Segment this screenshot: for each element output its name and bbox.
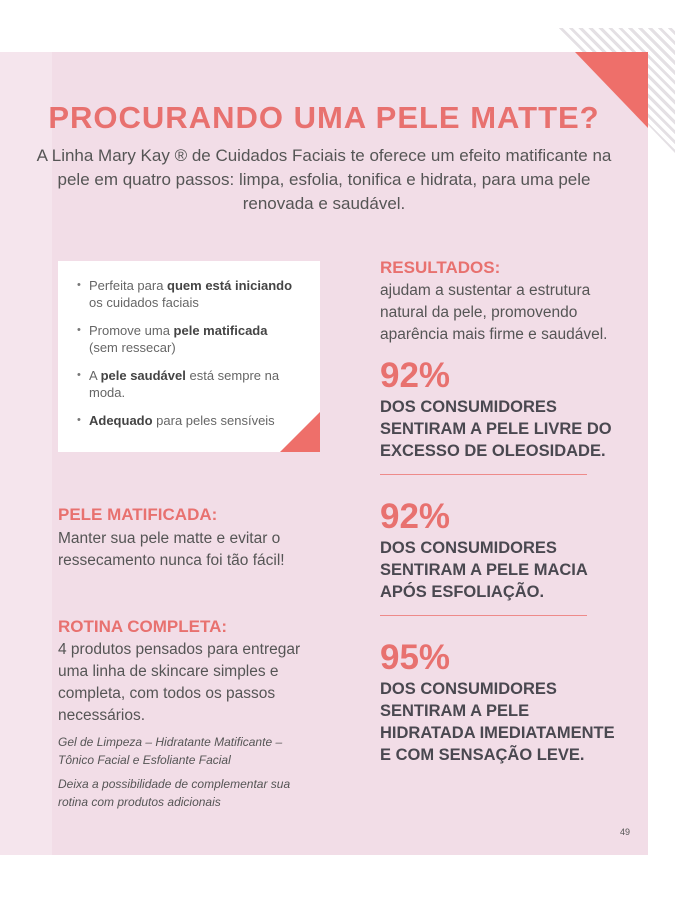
item-text: os cuidados faciais	[89, 295, 199, 310]
stat-text: DOS CONSUMIDORES SENTIRAM A PELE MACIA A…	[380, 539, 588, 601]
item-text: (sem ressecar)	[89, 340, 176, 355]
pele-matificada-section: PELE MATIFICADA: Manter sua pele matte e…	[58, 504, 308, 572]
products-text: Gel de Limpeza – Hidratante Matificante …	[58, 735, 283, 767]
section-text: ajudam a sustentar a estrutura natural d…	[380, 282, 608, 343]
stat-block: 92% DOS CONSUMIDORES SENTIRAM A PELE MAC…	[380, 499, 620, 603]
left-strip-decoration	[0, 52, 52, 855]
stat-percent: 95%	[380, 638, 451, 677]
features-list: Perfeita para quem está iniciando os cui…	[58, 261, 320, 429]
list-item: Adequado para peles sensíveis	[77, 412, 310, 429]
note-text: Deixa a possibilidade de complementar su…	[58, 777, 291, 809]
section-heading: PELE MATIFICADA:	[58, 505, 218, 524]
list-item: Perfeita para quem está iniciando os cui…	[77, 277, 310, 311]
page-title: PROCURANDO UMA PELE MATTE?	[48, 100, 600, 135]
stat-text: DOS CONSUMIDORES SENTIRAM A PELE LIVRE D…	[380, 398, 612, 460]
content-panel	[0, 52, 648, 855]
section-heading: RESULTADOS:	[380, 258, 501, 277]
page-number: 49	[620, 827, 631, 837]
divider	[380, 474, 587, 475]
item-text: está sempre na moda.	[89, 368, 280, 400]
rotina-section: ROTINA COMPLETA: 4 produtos pensados par…	[58, 616, 308, 811]
stat-percent: 92%	[380, 497, 451, 536]
resultados-section: RESULTADOS: ajudam a sustentar a estrutu…	[380, 257, 620, 346]
item-text: A	[89, 368, 101, 383]
item-bold: pele saudável	[100, 368, 186, 383]
stat-block: 95% DOS CONSUMIDORES SENTIRAM A PELE HID…	[380, 640, 620, 766]
intro-text: A Linha Mary Kay ® de Cuidados Faciais t…	[36, 146, 612, 213]
stat-text: DOS CONSUMIDORES SENTIRAM A PELE HIDRATA…	[380, 680, 615, 764]
section-heading: ROTINA COMPLETA:	[58, 617, 228, 636]
list-item: A pele saudável está sempre na moda.	[77, 367, 310, 401]
divider	[380, 615, 587, 616]
right-column: RESULTADOS: ajudam a sustentar a estrutu…	[380, 257, 620, 766]
section-text: Manter sua pele matte e evitar o resseca…	[58, 530, 285, 569]
item-bold: Adequado	[89, 413, 153, 428]
item-bold: pele matificada	[173, 323, 268, 338]
features-card: Perfeita para quem está iniciando os cui…	[58, 261, 320, 452]
stat-percent: 92%	[380, 356, 451, 395]
item-bold: quem está iniciando	[167, 278, 293, 293]
item-text: Promove uma	[89, 323, 174, 338]
item-text: Perfeita para	[89, 278, 168, 293]
item-text: para peles sensíveis	[152, 413, 275, 428]
stat-block: 92% DOS CONSUMIDORES SENTIRAM A PELE LIV…	[380, 358, 620, 462]
section-text: 4 produtos pensados para entregar uma li…	[58, 641, 301, 724]
list-item: Promove uma pele matificada (sem resseca…	[77, 322, 310, 356]
left-column: Perfeita para quem está iniciando os cui…	[58, 261, 320, 811]
